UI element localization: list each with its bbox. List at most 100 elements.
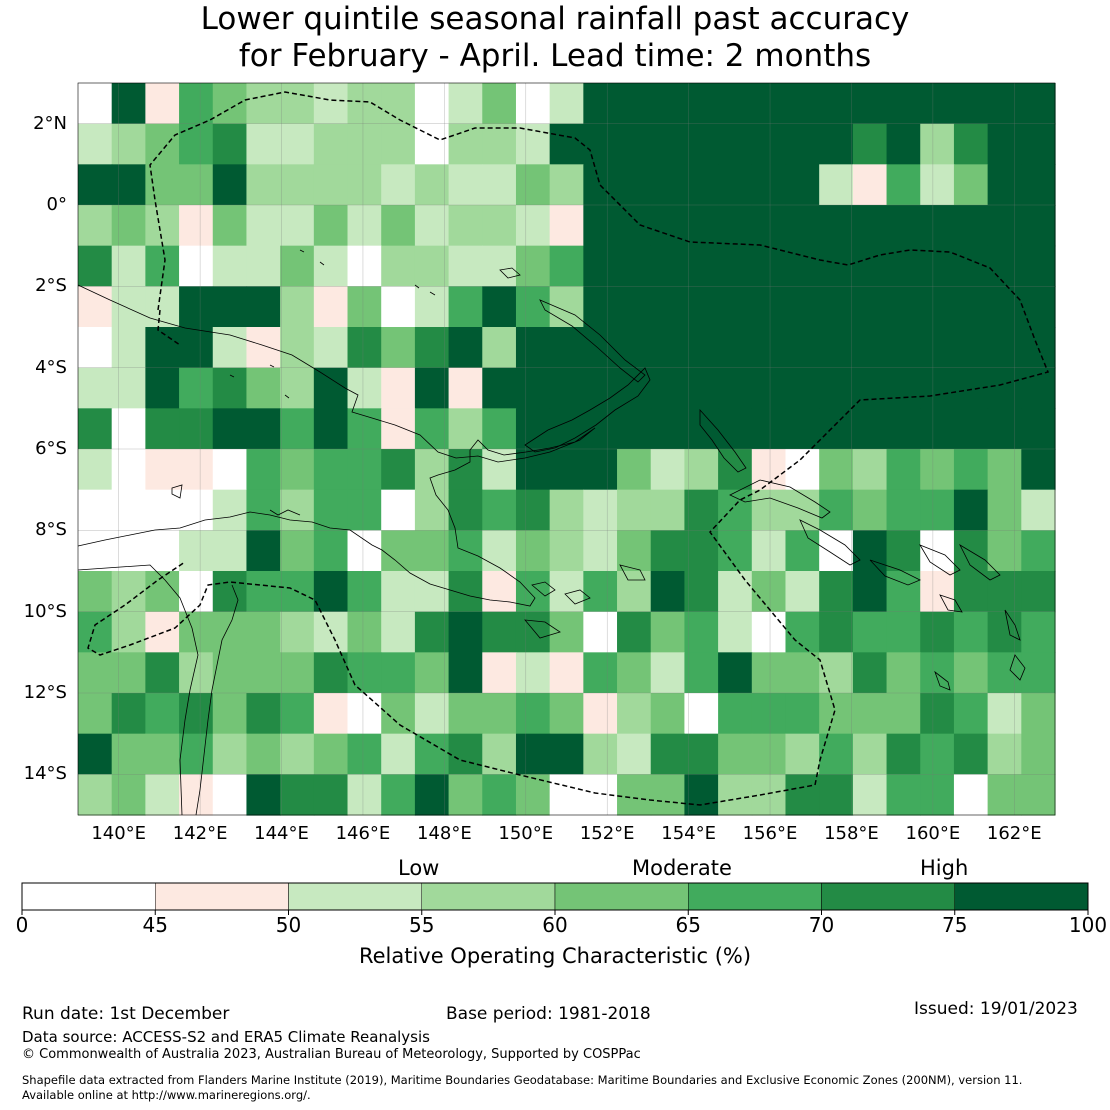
- grid-cell: [953, 693, 989, 735]
- grid-cell: [785, 733, 820, 775]
- grid-cell: [953, 164, 989, 206]
- grid-cell: [886, 611, 921, 653]
- grid-cell: [549, 83, 584, 125]
- grid-cell: [549, 733, 584, 775]
- grid-cell: [751, 327, 787, 369]
- grid-cell: [1021, 489, 1056, 531]
- grid-cell: [482, 83, 517, 125]
- grid-cell: [246, 774, 281, 816]
- grid-cell: [785, 652, 820, 694]
- grid-cell: [852, 733, 888, 775]
- grid-cell: [852, 652, 888, 694]
- grid-cell: [246, 367, 281, 409]
- grid-cell: [381, 408, 416, 450]
- grid-cell: [448, 652, 483, 694]
- grid-cell: [280, 164, 315, 206]
- colorbar-segment: [821, 882, 955, 911]
- grid-cell: [1021, 205, 1056, 247]
- grid-cell: [515, 693, 551, 735]
- grid-cell: [953, 327, 989, 369]
- grid-cell: [145, 733, 180, 775]
- grid-cell: [751, 205, 787, 247]
- grid-cell: [920, 571, 955, 613]
- grid-cell: [684, 611, 719, 653]
- grid-cell: [684, 164, 719, 206]
- grid-cell: [751, 164, 787, 206]
- grid-cell: [381, 367, 416, 409]
- grid-cell: [212, 327, 248, 369]
- longitude-tick-label: 150°E: [498, 823, 554, 844]
- grid-cell: [886, 123, 921, 165]
- grid-cell: [549, 530, 584, 572]
- grid-cell: [650, 733, 686, 775]
- grid-cell: [280, 286, 315, 328]
- grid-cell: [650, 367, 686, 409]
- grid-cell: [650, 530, 686, 572]
- grid-cell: [718, 123, 753, 165]
- grid-cell: [515, 449, 551, 491]
- grid-cell: [246, 489, 281, 531]
- grid-cell: [886, 367, 921, 409]
- grid-cell: [1021, 693, 1056, 735]
- grid-cell: [1021, 571, 1056, 613]
- grid-cell: [684, 733, 719, 775]
- grid-cell: [852, 693, 888, 735]
- grid-cell: [684, 449, 719, 491]
- grid-cell: [751, 611, 787, 653]
- grid-cell: [953, 408, 989, 450]
- latitude-tick-label: 10°S: [23, 600, 67, 622]
- grid-cell: [179, 733, 214, 775]
- grid-cell: [852, 408, 888, 450]
- grid-cell: [381, 164, 416, 206]
- colorbar-segment: [288, 882, 422, 911]
- grid-cell: [313, 530, 349, 572]
- grid-cell: [448, 123, 483, 165]
- grid-cell: [381, 693, 416, 735]
- grid-cell: [313, 367, 349, 409]
- grid-cell: [617, 286, 652, 328]
- grid-cell: [246, 83, 281, 125]
- grid-cell: [78, 449, 113, 491]
- grid-cell: [953, 611, 989, 653]
- grid-cell: [583, 611, 618, 653]
- grid-cell: [852, 489, 888, 531]
- grid-cell: [280, 733, 315, 775]
- grid-cell: [246, 286, 281, 328]
- grid-cell: [920, 408, 955, 450]
- grid-cell: [583, 327, 618, 369]
- latitude-tick-label: 4°S: [35, 356, 67, 378]
- grid-cell: [751, 693, 787, 735]
- issued-date: Issued: 19/01/2023: [914, 999, 1078, 1019]
- grid-cell: [212, 449, 248, 491]
- grid-cell: [448, 408, 483, 450]
- grid-cell: [987, 408, 1022, 450]
- grid-cell: [718, 327, 753, 369]
- grid-cell: [448, 367, 483, 409]
- grid-cell: [347, 652, 382, 694]
- longitude-tick-label: 156°E: [742, 823, 798, 844]
- grid-cell: [583, 286, 618, 328]
- grid-cell: [381, 530, 416, 572]
- longitude-tick-label: 162°E: [986, 823, 1042, 844]
- shapefile-credit-line1: Shapefile data extracted from Flanders M…: [22, 1073, 1023, 1087]
- run-date: Run date: 1st December: [22, 1004, 230, 1024]
- grid-cell: [179, 164, 214, 206]
- grid-cell: [212, 164, 248, 206]
- grid-cell: [313, 652, 349, 694]
- latitude-tick-label: 2°N: [33, 112, 67, 134]
- grid-cell: [280, 367, 315, 409]
- grid-cell: [515, 367, 551, 409]
- grid-cell: [515, 327, 551, 369]
- grid-cell: [381, 571, 416, 613]
- grid-cell: [179, 489, 214, 531]
- new-ireland-coastline: [539, 299, 646, 383]
- grid-cell: [448, 733, 483, 775]
- colorbar-segment: [554, 882, 689, 911]
- grid-cell: [482, 571, 517, 613]
- grid-cell: [583, 408, 618, 450]
- grid-cell: [886, 693, 921, 735]
- grid-cell: [617, 489, 652, 531]
- grid-cell: [482, 489, 517, 531]
- grid-cell: [482, 774, 517, 816]
- rainfall-accuracy-grid: [78, 83, 1056, 816]
